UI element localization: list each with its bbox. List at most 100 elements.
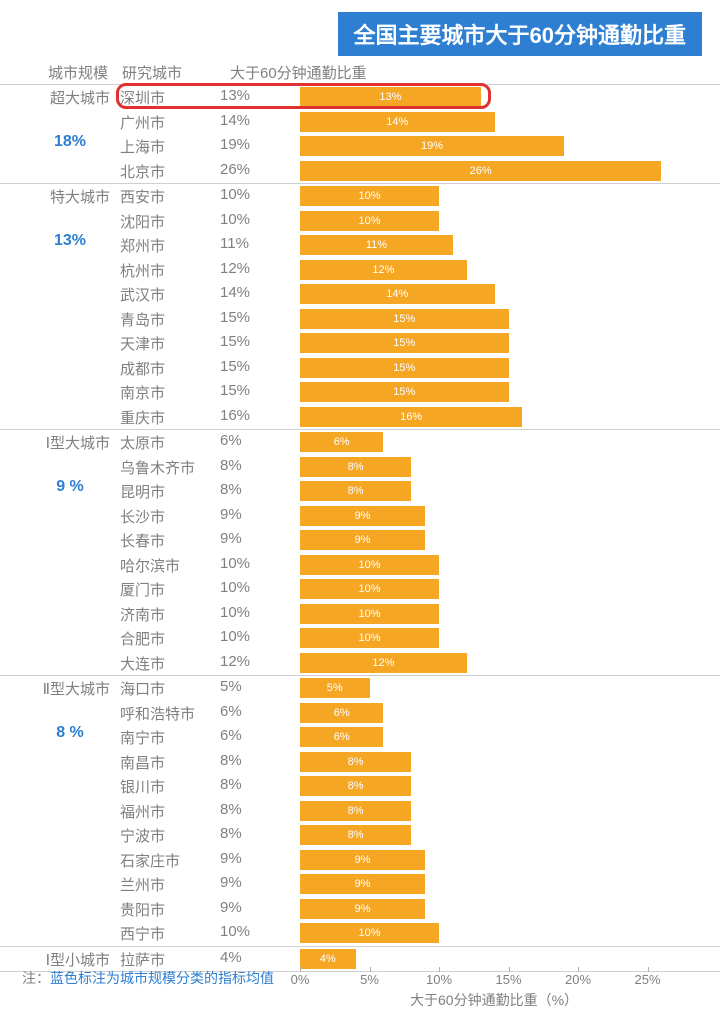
bar-container: 8% <box>300 457 411 477</box>
bar: 8% <box>300 776 411 796</box>
bar-container: 9% <box>300 899 425 919</box>
bar: 16% <box>300 407 522 427</box>
city-percent: 16% <box>220 407 270 424</box>
city-group: Ⅰ型大城市9 %太原市6%6%乌鲁木齐市8%8%昆明市8%8%长沙市9%9%长春… <box>0 429 720 675</box>
city-row: 上海市 19% 19% <box>0 134 720 159</box>
city-percent: 14% <box>220 112 270 129</box>
city-name: 贵阳市 <box>120 899 215 920</box>
bar-container: 9% <box>300 874 425 894</box>
x-tick: 5% <box>350 972 390 987</box>
city-row: 长春市9%9% <box>0 528 720 553</box>
bar-container: 8% <box>300 481 411 501</box>
city-name: 南宁市 <box>120 727 215 748</box>
city-percent: 9% <box>220 850 270 867</box>
x-axis-label: 大于60分钟通勤比重（%） <box>410 990 578 1010</box>
city-row: 南昌市8%8% <box>0 750 720 775</box>
bar-container: 5% <box>300 678 370 698</box>
bar: 26% <box>300 161 661 181</box>
city-group: 超大城市18%深圳市13%13%广州市14%14%上海市19%19%北京市26%… <box>0 84 720 183</box>
city-percent: 9% <box>220 874 270 891</box>
city-row: 呼和浩特市6%6% <box>0 701 720 726</box>
city-row: 长沙市9%9% <box>0 504 720 529</box>
city-row: 福州市 8% 8% <box>0 799 720 824</box>
city-percent: 5% <box>220 678 270 695</box>
bar: 6% <box>300 703 383 723</box>
city-name: 哈尔滨市 <box>120 555 215 576</box>
chart-body: 超大城市18%深圳市13%13%广州市14%14%上海市19%19%北京市26%… <box>0 84 720 972</box>
bar: 19% <box>300 136 564 156</box>
city-name: 广州市 <box>120 112 215 133</box>
bar-container: 12% <box>300 653 467 673</box>
bar-container: 8% <box>300 825 411 845</box>
bar: 8% <box>300 481 411 501</box>
bar-container: 10% <box>300 604 439 624</box>
bar: 15% <box>300 309 509 329</box>
city-percent: 12% <box>220 260 270 277</box>
bar-container: 10% <box>300 211 439 231</box>
city-name: 宁波市 <box>120 825 215 846</box>
city-percent: 10% <box>220 604 270 621</box>
city-name: 合肥市 <box>120 628 215 649</box>
bar-container: 9% <box>300 506 425 526</box>
city-percent: 10% <box>220 555 270 572</box>
bar-container: 6% <box>300 703 383 723</box>
city-row: 南京市15%15% <box>0 380 720 405</box>
bar-container: 6% <box>300 727 383 747</box>
city-name: 西安市 <box>120 186 215 207</box>
bar: 14% <box>300 284 495 304</box>
city-percent: 19% <box>220 136 270 153</box>
header-city: 研究城市 <box>122 62 182 83</box>
city-row: 济南市10%10% <box>0 602 720 627</box>
city-row: 海口市5%5% <box>0 676 720 701</box>
city-percent: 10% <box>220 579 270 596</box>
city-percent: 11% <box>220 235 270 252</box>
bar-container: 26% <box>300 161 661 181</box>
city-name: 长沙市 <box>120 506 215 527</box>
city-name: 杭州市 <box>120 260 215 281</box>
city-percent: 8% <box>220 801 270 818</box>
city-name: 西宁市 <box>120 923 215 944</box>
city-percent: 9% <box>220 530 270 547</box>
city-row: 宁波市8%8% <box>0 823 720 848</box>
city-row: 乌鲁木齐市8%8% <box>0 455 720 480</box>
city-name: 昆明市 <box>120 481 215 502</box>
city-row: 北京市26%26% <box>0 159 720 184</box>
bar: 8% <box>300 752 411 772</box>
city-name: 青岛市 <box>120 309 215 330</box>
city-row: 大连市12%12% <box>0 651 720 676</box>
city-name: 银川市 <box>120 776 215 797</box>
city-name: 上海市 <box>120 136 215 157</box>
city-row: 青岛市15%15% <box>0 307 720 332</box>
bar-container: 9% <box>300 850 425 870</box>
bar-container: 10% <box>300 628 439 648</box>
bar-container: 13% <box>300 87 481 107</box>
city-name: 天津市 <box>120 333 215 354</box>
city-name: 沈阳市 <box>120 211 215 232</box>
x-tick: 10% <box>419 972 459 987</box>
bar: 8% <box>300 825 411 845</box>
city-name: 拉萨市 <box>120 949 215 970</box>
bar: 8% <box>300 801 411 821</box>
bar: 15% <box>300 382 509 402</box>
city-percent: 10% <box>220 211 270 228</box>
city-group: Ⅱ型大城市8 %海口市5%5%呼和浩特市6%6%南宁市6%6%南昌市8%8%银川… <box>0 675 720 946</box>
bar-container: 14% <box>300 112 495 132</box>
city-percent: 10% <box>220 923 270 940</box>
bar-container: 15% <box>300 358 509 378</box>
x-tick: 20% <box>558 972 598 987</box>
bar-container: 8% <box>300 801 411 821</box>
city-percent: 6% <box>220 703 270 720</box>
bar-container: 6% <box>300 432 383 452</box>
city-name: 福州市 <box>120 801 215 822</box>
bar-container: 10% <box>300 555 439 575</box>
city-name: 深圳市 <box>120 87 215 108</box>
footnote-text: 蓝色标注为城市规模分类的指标均值 <box>50 970 274 986</box>
x-tick: 15% <box>489 972 529 987</box>
city-name: 重庆市 <box>120 407 215 428</box>
bar-container: 10% <box>300 923 439 943</box>
bar: 14% <box>300 112 495 132</box>
bar-container: 14% <box>300 284 495 304</box>
footnote: 注：蓝色标注为城市规模分类的指标均值 <box>22 968 274 988</box>
city-name: 太原市 <box>120 432 215 453</box>
city-row: 兰州市9%9% <box>0 872 720 897</box>
